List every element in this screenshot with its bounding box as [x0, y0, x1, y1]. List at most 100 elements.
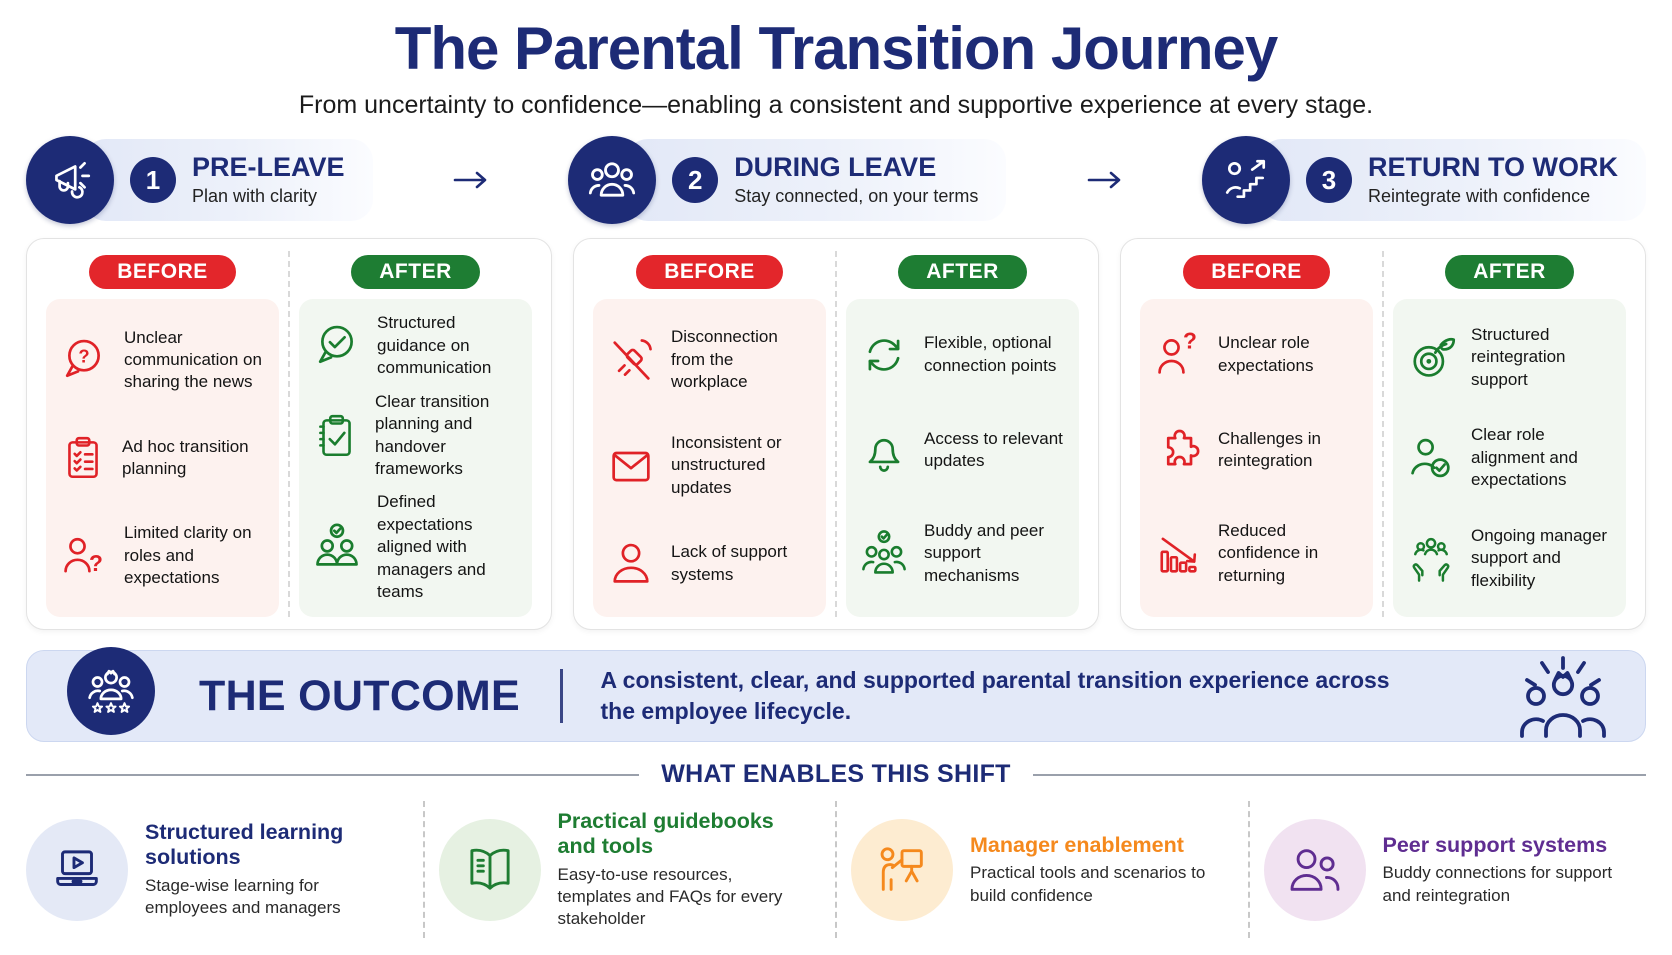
- list-item: Clear role alignment and expectations: [1405, 424, 1614, 491]
- stage-2-icon-circle: [568, 136, 657, 224]
- stage-2-title: DURING LEAVE: [734, 152, 937, 183]
- list-item: Structured reintegration support: [1405, 324, 1614, 391]
- list-item: Challenges in reintegration: [1152, 424, 1361, 476]
- enabler-icon-circle: [851, 818, 953, 921]
- enabler-guidebooks: Practical guidebooks and tools Easy-to-u…: [422, 801, 836, 939]
- hands-people-icon: [1412, 537, 1450, 582]
- person-check-icon: [1411, 438, 1450, 478]
- clipboard-check-icon: [319, 414, 351, 456]
- svg-text:?: ?: [78, 346, 89, 367]
- buddy-group-icon: [862, 529, 906, 574]
- list-item: Reduced confidence in returning: [1152, 520, 1361, 587]
- page-title: The Parental Transition Journey: [394, 15, 1279, 82]
- item-text: Limited clarity on roles and expectation…: [124, 523, 252, 587]
- svg-text:?: ?: [1183, 329, 1197, 354]
- pre-leave-before-column: BEFORE ? Unclear communication on sharin…: [37, 251, 290, 617]
- enabler-title: Peer support systems: [1382, 832, 1608, 857]
- person-question-icon: ?: [1158, 329, 1197, 374]
- item-text: Lack of support systems: [671, 542, 788, 584]
- enabler-description: Stage-wise learning for employees and ma…: [145, 875, 341, 918]
- after-badge: AFTER: [351, 255, 480, 289]
- stage-header-row: 1 PRE-LEAVE Plan with clarity 2 DURING L…: [0, 136, 1672, 224]
- puzzle-icon: [1166, 430, 1200, 466]
- arrow-right-icon: [1087, 171, 1121, 189]
- item-text: Challenges in reintegration: [1218, 428, 1322, 471]
- chat-check-icon: [318, 325, 353, 364]
- list-item: Lack of support systems: [605, 538, 814, 590]
- list-item: Structured guidance on communication: [311, 312, 520, 379]
- megaphone-icon: [55, 161, 91, 199]
- team-stars-icon: [88, 669, 134, 713]
- stage-header-during-leave: 2 DURING LEAVE Stay connected, on your t…: [568, 136, 1007, 224]
- enabler-description: Buddy connections for support and reinte…: [1382, 863, 1613, 905]
- enabler-description: Easy-to-use resources, templates and FAQ…: [557, 864, 783, 929]
- item-text: Reduced confidence in returning: [1218, 520, 1319, 585]
- person-icon: [613, 543, 649, 583]
- peer-people-icon: [1290, 848, 1339, 891]
- list-item: Access to relevant updates: [858, 424, 1067, 476]
- stage-3-icon-circle: [1201, 136, 1290, 224]
- person-question-icon: ?: [64, 537, 103, 576]
- target-leaf-icon: [1413, 338, 1456, 378]
- return-after-panel: Structured reintegration support Clear r…: [1393, 299, 1626, 617]
- stage-1-pill: 1 PRE-LEAVE Plan with clarity: [84, 139, 373, 221]
- stage-2-number-badge: 2: [672, 157, 719, 203]
- stage-3-tagline: Reintegrate with confidence: [1367, 185, 1591, 206]
- return-before-column: BEFORE ? Unclear role expectations Chall…: [1131, 251, 1384, 617]
- enabler-icon-circle: [438, 818, 541, 921]
- during-leave-after-column: AFTER Flexible, optional connection poin…: [837, 251, 1088, 617]
- enablers-heading-row: WHAT ENABLES THIS SHIFT: [26, 760, 1647, 789]
- pre-leave-before-panel: ? Unclear communication on sharing the n…: [46, 299, 279, 617]
- svg-text:?: ?: [89, 550, 103, 576]
- enablers-row: Structured learning solutions Stage-wise…: [0, 797, 1672, 939]
- stage-3-number-badge: 3: [1305, 157, 1352, 203]
- enablers-heading: WHAT ENABLES THIS SHIFT: [661, 760, 1011, 788]
- heading-rule-right: [1032, 773, 1647, 776]
- pre-leave-after-panel: Structured guidance on communication Cle…: [299, 299, 532, 617]
- list-item: Inconsistent or unstructured updates: [605, 432, 814, 499]
- clipboard-list-icon: [68, 436, 98, 479]
- open-book-icon: [469, 848, 510, 890]
- item-text: Buddy and peer support mechanisms: [924, 520, 1045, 585]
- bell-icon: [868, 439, 900, 473]
- list-item: Defined expectations aligned with manage…: [311, 491, 520, 603]
- enabler-title: Practical guidebooks and tools: [557, 809, 774, 858]
- item-text: Inconsistent or unstructured updates: [671, 432, 782, 497]
- item-text: Structured guidance on communication: [377, 313, 492, 378]
- list-item: Disconnection from the workplace: [605, 326, 814, 393]
- during-leave-before-column: BEFORE Disconnection from the workplace: [584, 251, 837, 617]
- stage-header-pre-leave: 1 PRE-LEAVE Plan with clarity: [26, 136, 373, 224]
- after-badge: AFTER: [898, 255, 1027, 289]
- laptop-play-icon: [56, 850, 98, 886]
- item-text: Ad hoc transition planning: [122, 436, 249, 478]
- enabler-manager-enablement: Manager enablement Practical tools and s…: [835, 801, 1248, 939]
- card-during-leave: BEFORE Disconnection from the workplace: [573, 238, 1099, 630]
- page-subtitle: From uncertainty to confidence—enabling …: [298, 91, 1374, 119]
- item-text: Structured reintegration support: [1471, 324, 1566, 389]
- outcome-divider: [560, 669, 563, 723]
- item-text: Unclear role expectations: [1218, 333, 1314, 375]
- list-item: ? Limited clarity on roles and expectati…: [58, 522, 267, 589]
- after-badge: AFTER: [1445, 255, 1574, 289]
- during-leave-after-panel: Flexible, optional connection points Acc…: [846, 299, 1079, 617]
- stage-1-title: PRE-LEAVE: [192, 152, 345, 183]
- decline-chart-icon: [1160, 537, 1197, 573]
- stage-1-number-badge: 1: [130, 157, 176, 203]
- mail-icon: [612, 451, 650, 482]
- disconnect-icon: [613, 339, 652, 380]
- outcome-label: THE OUTCOME: [199, 671, 521, 720]
- people-group-icon: [589, 162, 636, 197]
- list-item: ? Unclear communication on sharing the n…: [58, 327, 267, 394]
- list-item: Ongoing manager support and flexibility: [1405, 525, 1614, 592]
- outcome-bar: THE OUTCOME A consistent, clear, and sup…: [26, 647, 1646, 742]
- stage-1-tagline: Plan with clarity: [192, 185, 318, 206]
- stage-header-return-to-work: 3 RETURN TO WORK Reintegrate with confid…: [1201, 136, 1646, 224]
- arrow-right-icon: [454, 171, 487, 189]
- outcome-text: A consistent, clear, and supported paren…: [600, 667, 1390, 724]
- list-item: Ad hoc transition planning: [58, 433, 267, 483]
- stage-2-pill: 2 DURING LEAVE Stay connected, on your t…: [626, 139, 1007, 221]
- list-item: Flexible, optional connection points: [858, 329, 1067, 381]
- enabler-peer-support: Peer support systems Buddy connections f…: [1247, 801, 1661, 939]
- stage-2-tagline: Stay connected, on your terms: [734, 185, 979, 206]
- pre-leave-after-column: AFTER Structured guidance on communicati…: [290, 251, 541, 617]
